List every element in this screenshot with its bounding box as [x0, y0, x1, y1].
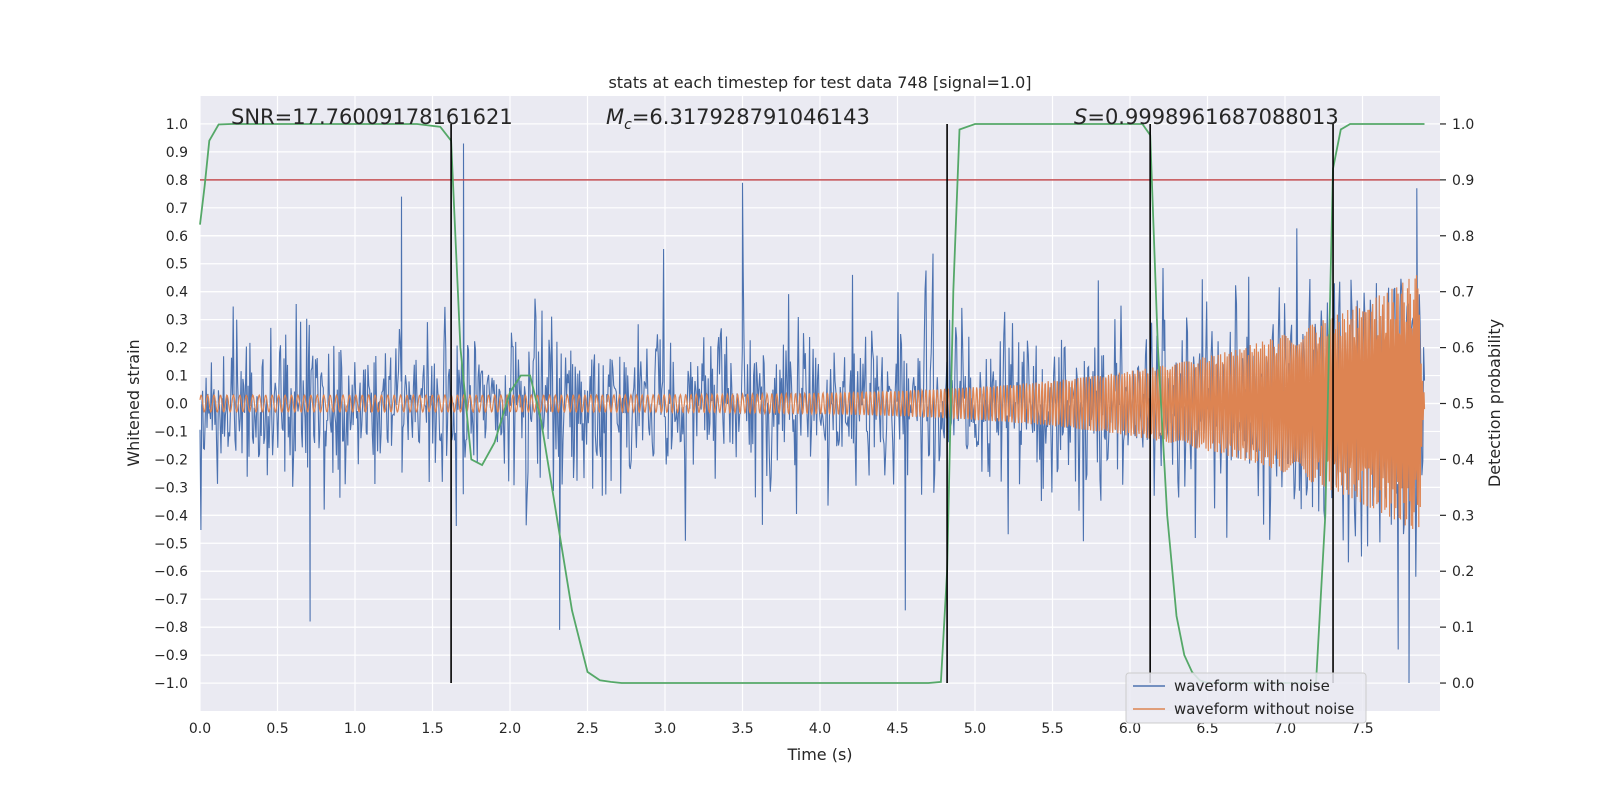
legend-label-noise: waveform with noise [1174, 677, 1330, 695]
y-tick-label: 0.8 [166, 173, 188, 189]
chirp-mass-annotation: Mc=6.317928791046143 [606, 105, 870, 133]
legend-label-clean: waveform without noise [1174, 700, 1354, 718]
y2-tick-label: 0.6 [1452, 341, 1474, 357]
y-tick-label: 0.4 [166, 285, 188, 301]
y2-tick-label: 0.0 [1452, 676, 1474, 692]
x-axis-ticks: 0.0 0.5 1.0 1.5 2.0 2.5 3.0 3.5 4.0 4.5 5.0 5.5 6.0 6… [189, 721, 1374, 737]
y-tick-label: 1.0 [166, 117, 188, 133]
y-tick-label: −0.7 [154, 592, 188, 608]
y-tick-label: −0.5 [154, 536, 188, 552]
x-tick-label: 4.0 [809, 721, 831, 737]
y-tick-label: −0.9 [154, 648, 188, 664]
y-tick-label: −0.8 [154, 620, 188, 636]
y-tick-label: 0.5 [166, 257, 188, 273]
y-tick-label: −0.2 [154, 452, 188, 468]
y-tick-label: −0.3 [154, 480, 188, 496]
y2-tick-label: 0.8 [1452, 229, 1474, 245]
x-tick-label: 3.5 [731, 721, 753, 737]
y-tick-label: 0.6 [166, 229, 188, 245]
vertical-marker-lines [450, 123, 1334, 684]
x-tick-label: 0.0 [189, 721, 211, 737]
chirp-mass-subscript: c [624, 117, 632, 133]
x-tick-label: 7.0 [1274, 721, 1296, 737]
y-tick-label: −0.6 [154, 564, 188, 580]
x-tick-label: 5.0 [964, 721, 986, 737]
x-tick-label: 4.5 [886, 721, 908, 737]
x-tick-label: 2.0 [499, 721, 521, 737]
x-tick-label: 6.0 [1119, 721, 1141, 737]
chirp-mass-value: =6.317928791046143 [632, 105, 870, 129]
snr-annotation: SNR=17.76009178161621 [231, 105, 513, 129]
legend: waveform with noise waveform without noi… [1125, 672, 1367, 724]
chirp-mass-symbol: M [606, 105, 624, 129]
y2-tick-label: 0.1 [1452, 620, 1474, 636]
x-tick-label: 5.5 [1041, 721, 1063, 737]
y2-axis-ticks: 1.0 0.9 0.8 0.7 0.6 0.5 0.4 0.3 0.2 0.1 0.0 [1440, 117, 1474, 692]
y-tick-label: 0.7 [166, 201, 188, 217]
y2-tick-label: 0.7 [1452, 285, 1474, 301]
s-statistic-annotation: S=0.9998961687088013 [1074, 105, 1339, 129]
y-axis-label: Whitened strain [124, 339, 143, 466]
chart-title: stats at each timestep for test data 748… [608, 73, 1031, 92]
y2-tick-label: 0.9 [1452, 173, 1474, 189]
y2-tick-label: 0.5 [1452, 397, 1474, 413]
x-tick-label: 1.5 [421, 721, 443, 737]
y-tick-label: 0.9 [166, 145, 188, 161]
x-tick-label: 3.0 [654, 721, 676, 737]
clean-waveform-line [199, 275, 1426, 530]
x-tick-label: 7.5 [1351, 721, 1373, 737]
y-tick-label: 0.1 [166, 369, 188, 385]
y-tick-label: −0.4 [154, 508, 188, 524]
y-tick-label: 0.2 [166, 341, 188, 357]
y-tick-label: −1.0 [154, 676, 188, 692]
x-axis-label: Time (s) [786, 745, 852, 764]
y-tick-label: 0.3 [166, 313, 188, 329]
s-statistic-value: =0.9998961687088013 [1087, 105, 1338, 129]
y2-tick-label: 0.2 [1452, 564, 1474, 580]
x-tick-label: 0.5 [266, 721, 288, 737]
x-tick-label: 1.0 [344, 721, 366, 737]
y-tick-label: 0.0 [166, 397, 188, 413]
waveform-without-noise-series [199, 275, 1426, 530]
y2-tick-label: 1.0 [1452, 117, 1474, 133]
x-tick-label: 2.5 [576, 721, 598, 737]
y-axis-ticks: 1.0 0.9 0.8 0.7 0.6 0.5 0.4 0.3 0.2 0.1 0.0 −0.1 −0.… [154, 117, 188, 692]
x-tick-label: 6.5 [1196, 721, 1218, 737]
y2-tick-label: 0.3 [1452, 508, 1474, 524]
s-statistic-symbol: S [1074, 105, 1087, 129]
y2-tick-label: 0.4 [1452, 452, 1474, 468]
y2-axis-label: Detection probability [1485, 319, 1504, 487]
legend-box [1125, 672, 1367, 724]
y-tick-label: −0.1 [154, 424, 188, 440]
